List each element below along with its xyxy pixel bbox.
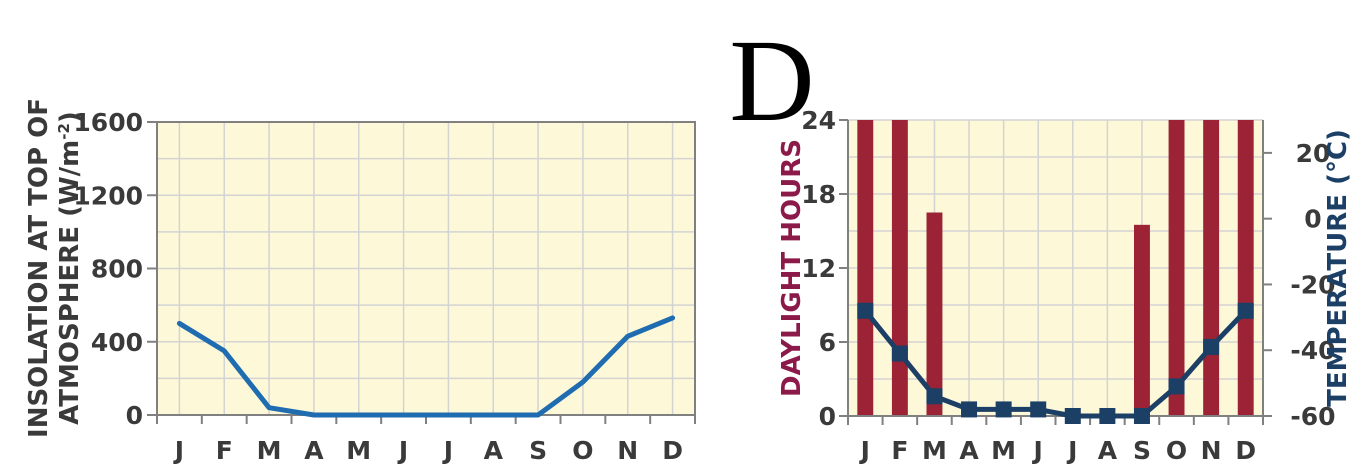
temperature-y-tick-label: -20 xyxy=(1290,270,1335,299)
insolation-x-tick-label: J xyxy=(442,436,453,465)
insolation-x-tick-label: A xyxy=(304,436,324,465)
insolation-x-tick-label: S xyxy=(529,436,547,465)
insolation-x-tick-label: J xyxy=(397,436,408,465)
insolation-y-tick-label: 1600 xyxy=(73,108,143,137)
daylight-y-tick-label: 12 xyxy=(801,254,836,283)
temperature-marker xyxy=(1099,408,1116,424)
insolation-y-tick-label: 0 xyxy=(126,401,143,430)
temperature-marker xyxy=(891,345,908,362)
insolation-y-label-sup: -2 xyxy=(55,123,73,140)
daylight-y-tick-label: 18 xyxy=(801,180,836,209)
temperature-marker xyxy=(857,302,874,319)
insolation-y-tick-label: 1200 xyxy=(73,181,143,210)
temperature-marker xyxy=(961,401,978,418)
daylight-y-tick-label: 6 xyxy=(819,328,836,357)
panel-letter: D xyxy=(729,15,814,146)
daylight-bar xyxy=(857,120,874,416)
daylight-y-label: DAYLIGHT HOURS xyxy=(777,139,807,397)
insolation-y-label-line1: INSOLATION AT TOP OF xyxy=(24,98,54,438)
temperature-y-tick-label: 0 xyxy=(1304,205,1321,234)
temperature-y-ticks: -60 -40 -20 0 20 xyxy=(1290,139,1335,431)
insolation-x-tick-label: D xyxy=(662,436,683,465)
daylight-x-tick-label: J xyxy=(1066,436,1077,465)
temperature-marker xyxy=(995,401,1012,418)
temperature-marker xyxy=(1064,408,1081,424)
temperature-y-tick-label: -40 xyxy=(1290,336,1335,365)
temperature-y-tick-label: -60 xyxy=(1290,402,1335,431)
temperature-y-tick-label: 20 xyxy=(1296,139,1331,168)
daylight-x-tick-label: A xyxy=(1098,436,1118,465)
daylight-bar xyxy=(926,212,943,416)
insolation-y-ticks: 0 400 800 1200 1600 xyxy=(73,108,143,430)
temperature-marker xyxy=(1133,408,1150,424)
temperature-marker xyxy=(1030,401,1047,418)
insolation-x-tick-label: F xyxy=(216,436,233,465)
daylight-axes xyxy=(839,119,1272,425)
daylight-bar xyxy=(891,120,908,416)
temperature-markers xyxy=(857,302,1254,424)
daylight-bar xyxy=(1203,120,1220,416)
temperature-y-label: TEMPERATURE (°C) xyxy=(1323,129,1353,407)
insolation-x-tick-label: O xyxy=(572,436,593,465)
daylight-x-tick-label: A xyxy=(959,436,979,465)
daylight-bar xyxy=(1134,224,1150,416)
insolation-x-tick-label: M xyxy=(257,436,282,465)
insolation-series-line xyxy=(176,315,676,418)
daylight-y-tick-label: 24 xyxy=(801,106,836,135)
daylight-bar xyxy=(1168,120,1185,416)
insolation-y-tick-label: 400 xyxy=(91,328,143,357)
daylight-x-tick-label: J xyxy=(1032,436,1043,465)
insolation-y-label-line2: ATMOSPHERE (W/m-2) xyxy=(55,111,85,425)
insolation-y-label-main: ATMOSPHERE (W/m xyxy=(55,140,85,425)
temperature-marker xyxy=(1203,338,1220,355)
insolation-x-tick-label: N xyxy=(617,436,638,465)
daylight-bar xyxy=(1237,120,1254,416)
daylight-x-tick-label: O xyxy=(1166,436,1187,465)
daylight-x-tick-label: S xyxy=(1133,436,1151,465)
daylight-x-tick-label: J xyxy=(859,436,870,465)
insolation-y-tick-label: 800 xyxy=(91,255,143,284)
insolation-x-tick-label: J xyxy=(173,436,184,465)
daylight-y-tick-label: 0 xyxy=(819,402,836,431)
temperature-marker xyxy=(1237,302,1254,319)
temperature-marker xyxy=(1168,378,1185,395)
insolation-x-tick-label: M xyxy=(346,436,371,465)
daylight-y-ticks: 0 6 12 18 24 xyxy=(801,106,836,431)
insolation-y-label-end: ) xyxy=(55,111,85,123)
temperature-marker xyxy=(926,388,943,405)
daylight-x-tick-label: F xyxy=(891,436,908,465)
daylight-x-tick-label: D xyxy=(1235,436,1256,465)
insolation-x-tick-label: A xyxy=(484,436,504,465)
daylight-x-tick-label: N xyxy=(1201,436,1222,465)
daylight-x-tick-label: M xyxy=(922,436,947,465)
daylight-x-tick-label: M xyxy=(991,436,1016,465)
